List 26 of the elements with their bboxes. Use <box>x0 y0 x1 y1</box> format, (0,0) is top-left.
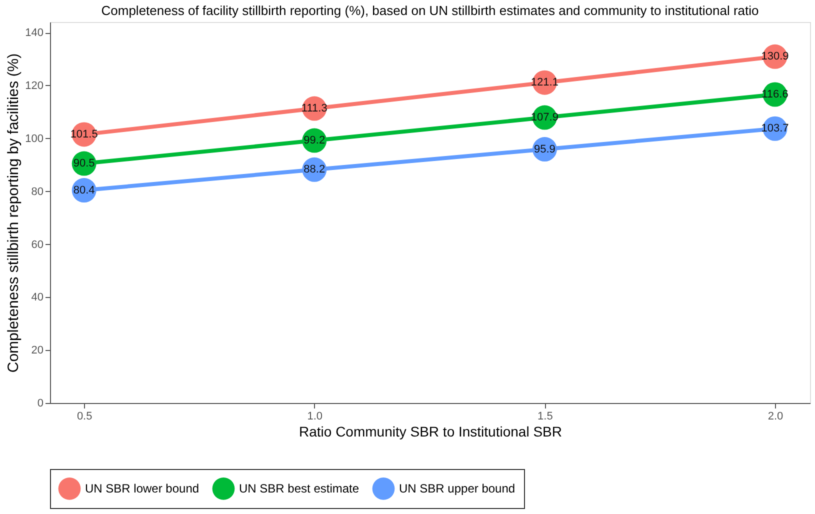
legend-label: UN SBR upper bound <box>399 482 516 496</box>
y-axis-title: Completeness stillbirth reporting by facilities (%) <box>5 53 22 373</box>
legend-label: UN SBR best estimate <box>239 482 360 496</box>
y-tick-label: 120 <box>25 80 44 92</box>
y-tick-label: 20 <box>31 344 44 357</box>
y-tick-label: 80 <box>31 186 44 198</box>
data-label: 95.9 <box>534 143 556 156</box>
data-label: 99.2 <box>304 134 326 147</box>
data-label: 107.9 <box>530 112 558 124</box>
chart-title: Completeness of facility stillbirth reporting (%), based on UN stillbirth estimates and community to institutional ratio <box>101 3 759 18</box>
y-tick-label: 0 <box>37 398 44 410</box>
y-tick-label: 140 <box>25 27 44 40</box>
x-tick-label: 2.0 <box>768 410 784 422</box>
x-tick-label: 0.5 <box>76 410 92 422</box>
y-tick-label: 60 <box>31 238 44 251</box>
y-tick-label: 100 <box>25 132 44 145</box>
x-tick-label: 1.5 <box>538 410 553 422</box>
data-label: 121.1 <box>530 76 558 89</box>
data-label: 111.3 <box>301 102 328 115</box>
y-tick-label: 40 <box>31 292 44 304</box>
x-tick-label: 1.0 <box>307 410 323 422</box>
data-label: 80.4 <box>73 184 95 196</box>
x-axis-title: Ratio Community SBR to Institutional SBR <box>299 424 562 440</box>
legend-label: UN SBR lower bound <box>85 482 200 496</box>
data-label: 88.2 <box>304 164 326 176</box>
data-label: 90.5 <box>73 158 95 170</box>
